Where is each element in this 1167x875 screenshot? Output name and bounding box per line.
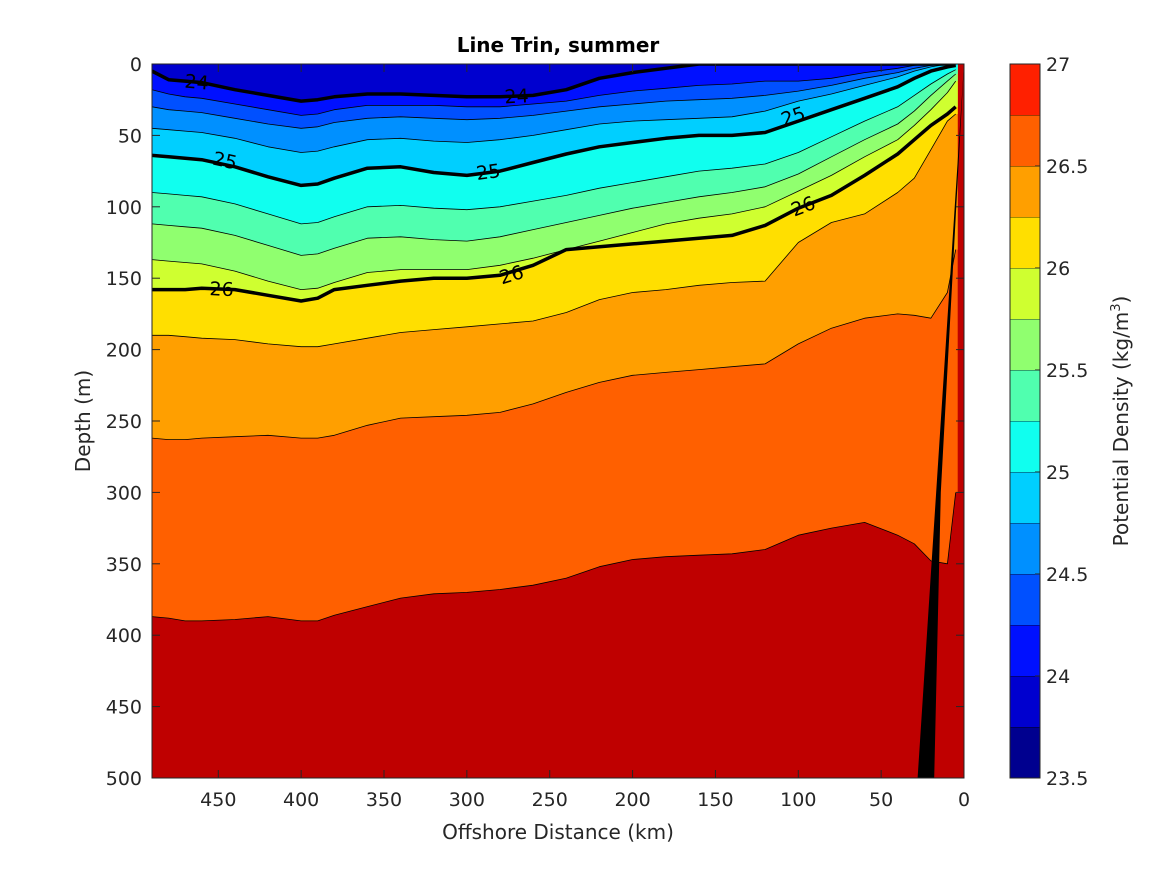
seafloor-slope bbox=[917, 64, 964, 778]
contour-label-group: 25 bbox=[475, 160, 502, 185]
isopycnal-line-labeled bbox=[152, 64, 956, 103]
contour-label: 26 bbox=[209, 278, 234, 301]
colorbar-tick-label: 27 bbox=[1046, 54, 1070, 76]
x-tick-label: 350 bbox=[366, 789, 402, 811]
colorbar-swatch bbox=[1010, 217, 1040, 268]
y-tick-label: 100 bbox=[106, 197, 142, 219]
y-axis: 0 50 100 150 200 250 300 350 400 450 500 bbox=[106, 54, 964, 790]
contour-label: 25 bbox=[475, 160, 502, 185]
colorbar-swatch bbox=[1010, 727, 1040, 778]
x-axis-label: Offshore Distance (km) bbox=[442, 820, 674, 844]
x-axis: 450 400 350 300 250 200 150 100 50 0 bbox=[200, 64, 970, 811]
colorbar-swatch bbox=[1010, 676, 1040, 727]
colorbar-tick-label: 25 bbox=[1046, 462, 1070, 484]
isopycnal-line bbox=[152, 113, 956, 348]
isopycnal-line-labeled bbox=[152, 105, 957, 303]
colorbar-swatch bbox=[1010, 166, 1040, 217]
colorbar-label: Potential Density (kg/m3) bbox=[1109, 296, 1133, 547]
x-tick-label: 100 bbox=[780, 789, 816, 811]
colorbar-tick-label: 26 bbox=[1046, 258, 1070, 280]
isopycnal-line bbox=[152, 492, 957, 622]
isopycnal-line bbox=[152, 73, 956, 256]
isopycnal-line bbox=[152, 249, 957, 440]
x-tick-label: 150 bbox=[697, 789, 733, 811]
colorbar-label-sup: 3 bbox=[1109, 303, 1124, 311]
isopycnal-line-labeled bbox=[152, 64, 957, 188]
y-tick-label: 350 bbox=[106, 554, 142, 576]
y-tick-label: 400 bbox=[106, 625, 142, 647]
colorbar-frame bbox=[1009, 63, 1041, 779]
y-tick-label: 500 bbox=[106, 768, 142, 790]
colorbar-swatch bbox=[1010, 370, 1040, 421]
x-tick-label: 300 bbox=[449, 789, 485, 811]
x-tick-label: 0 bbox=[958, 789, 970, 811]
colorbar-swatch bbox=[1010, 268, 1040, 319]
y-tick-label: 50 bbox=[118, 125, 142, 147]
isopycnal-line bbox=[152, 64, 956, 153]
x-tick-label: 450 bbox=[200, 789, 236, 811]
colorbar-swatch bbox=[1010, 115, 1040, 166]
colorbar-swatch bbox=[1010, 625, 1040, 676]
colorbar-tick-label: 26.5 bbox=[1046, 156, 1088, 178]
colorbar-label-end: ) bbox=[1109, 296, 1133, 304]
contour-label: 24 bbox=[504, 85, 529, 108]
y-axis-label: Depth (m) bbox=[71, 370, 95, 472]
colorbar-swatch bbox=[1010, 64, 1040, 115]
y-tick-label: 300 bbox=[106, 482, 142, 504]
y-tick-label: 0 bbox=[130, 54, 142, 76]
colorbar-tick-label: 25.5 bbox=[1046, 360, 1088, 382]
colorbar-swatch bbox=[1010, 574, 1040, 625]
contour-label-group: 25 bbox=[211, 148, 239, 175]
isopycnal-line bbox=[152, 80, 957, 290]
x-tick-label: 400 bbox=[283, 789, 319, 811]
isopycnal-line bbox=[152, 69, 956, 225]
colorbar-label-text: Potential Density (kg/m bbox=[1109, 312, 1133, 547]
colorbar-swatch bbox=[1010, 319, 1040, 370]
y-tick-label: 200 bbox=[106, 340, 142, 362]
isopycnal-line bbox=[152, 64, 956, 129]
colorbar-tick-label: 24 bbox=[1046, 666, 1070, 688]
x-tick-label: 200 bbox=[614, 789, 650, 811]
colorbar-swatch bbox=[1010, 421, 1040, 472]
isopycnal-line bbox=[152, 64, 956, 116]
contour-label: 25 bbox=[211, 148, 239, 175]
isopycnal-line-layer bbox=[152, 64, 957, 622]
density-band bbox=[152, 64, 958, 102]
contour-label-group: 26 bbox=[209, 278, 234, 301]
colorbar: 23.5 24 24.5 25 25.5 26 26.5 27 bbox=[1009, 54, 1088, 790]
y-tick-label: 250 bbox=[106, 411, 142, 433]
y-tick-label: 450 bbox=[106, 697, 142, 719]
colorbar-tick-label: 24.5 bbox=[1046, 564, 1088, 586]
bathymetry-layer bbox=[917, 64, 964, 778]
contour-label: 24 bbox=[184, 71, 210, 95]
x-tick-label: 250 bbox=[532, 789, 568, 811]
x-tick-label: 50 bbox=[869, 789, 893, 811]
colorbar-tick-label: 23.5 bbox=[1046, 768, 1088, 790]
chart-title: Line Trin, summer bbox=[457, 33, 660, 57]
density-fill-layer bbox=[152, 64, 964, 778]
colorbar-swatch bbox=[1010, 523, 1040, 574]
contour-label-group: 24 bbox=[184, 71, 210, 95]
y-tick-label: 150 bbox=[106, 268, 142, 290]
contour-label-group: 24 bbox=[504, 85, 529, 108]
colorbar-swatch bbox=[1010, 472, 1040, 523]
